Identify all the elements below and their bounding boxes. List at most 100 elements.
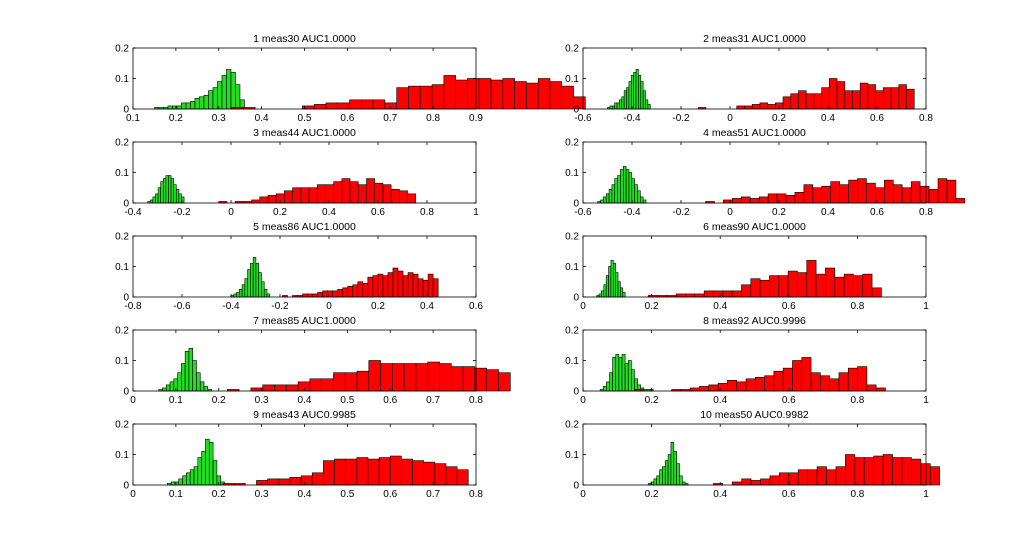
x-tick-label: 0 (326, 301, 332, 312)
red-histogram-bar (455, 79, 468, 110)
red-histogram-bar (434, 463, 447, 486)
red-histogram-bar (332, 290, 338, 298)
red-histogram-bar (356, 370, 370, 392)
green-histogram-bar (199, 96, 205, 110)
red-histogram-bar (821, 185, 831, 204)
x-tick-label: 0.2 (772, 207, 786, 218)
green-histogram-bar (614, 102, 618, 110)
green-histogram-bar (626, 87, 630, 110)
subplot-title: 8 meas92 AUC0.9996 (703, 315, 806, 327)
green-histogram-bar (212, 87, 218, 110)
red-histogram-bar (327, 290, 333, 298)
subplot-title: 2 meas31 AUC1.0000 (703, 33, 806, 45)
red-histogram-bar (816, 466, 827, 486)
red-histogram-bar (713, 290, 724, 298)
red-histogram-bar (892, 184, 903, 204)
red-histogram-bar (285, 384, 299, 392)
green-histogram-bar (630, 75, 634, 110)
x-tick-label: 0.8 (420, 207, 434, 218)
y-tick-label: 0 (573, 105, 579, 116)
green-histogram-bar (645, 99, 649, 110)
green-histogram-bar (255, 263, 259, 298)
green-histogram-bar (667, 454, 672, 486)
red-histogram-bar (892, 457, 903, 486)
green-histogram-bar (603, 284, 607, 298)
red-histogram-bar (844, 90, 853, 110)
green-histogram-bar (615, 354, 620, 392)
red-histogram-bar (749, 198, 760, 204)
red-histogram-bar (274, 384, 287, 392)
x-tick-label: 0.6 (782, 395, 796, 406)
y-tick-label: 0.2 (115, 138, 129, 149)
red-histogram-bar (717, 383, 728, 392)
red-histogram-bar (736, 381, 747, 392)
y-tick-label: 0 (123, 387, 129, 398)
red-histogram-bar (357, 281, 364, 298)
green-histogram-bar (628, 172, 633, 204)
red-histogram-bar (537, 78, 551, 110)
red-histogram-bar (415, 363, 429, 392)
red-histogram-bar (443, 75, 456, 110)
green-histogram-bar (157, 187, 161, 204)
red-histogram-bar (785, 195, 796, 204)
red-histogram-bar (758, 196, 769, 204)
red-histogram-bar (300, 187, 310, 204)
red-histogram-bar (502, 78, 515, 110)
green-histogram-bar (605, 275, 609, 298)
red-histogram-bar (427, 361, 440, 392)
green-histogram-bar (609, 372, 613, 392)
red-histogram-bar (387, 272, 394, 298)
red-histogram-bar (882, 454, 893, 486)
x-tick-label: 0 (727, 207, 733, 218)
x-tick-label: 0.8 (850, 301, 864, 312)
red-histogram-bar (316, 184, 326, 204)
x-tick-label: 0.8 (919, 113, 933, 124)
green-histogram-bar (221, 75, 227, 110)
red-histogram-bar (834, 276, 845, 298)
red-histogram-bar (372, 275, 379, 298)
x-tick-label: 0 (130, 395, 136, 406)
x-tick-label: 0 (580, 489, 586, 500)
green-histogram-bar (189, 469, 195, 486)
green-histogram-bar (258, 272, 262, 298)
red-histogram-bar (462, 366, 476, 392)
green-histogram-bar (175, 188, 180, 204)
green-histogram-bar (173, 184, 177, 204)
red-histogram-bar (911, 458, 922, 486)
red-histogram-bar (853, 275, 864, 298)
green-histogram-bar (614, 178, 618, 204)
green-histogram-bar (676, 463, 680, 486)
x-tick-label: 0.5 (340, 395, 354, 406)
x-tick-label: 0.2 (645, 395, 659, 406)
y-tick-label: 0.1 (115, 356, 129, 367)
green-histogram-bar (201, 451, 206, 486)
red-histogram-bar (432, 278, 439, 298)
green-histogram-bar (656, 475, 660, 486)
green-histogram-bar (610, 260, 614, 298)
red-histogram-bar (759, 102, 768, 110)
green-histogram-bar (608, 266, 612, 298)
red-histogram-bar (901, 457, 912, 486)
y-tick-label: 0 (573, 199, 579, 210)
red-histogram-bar (845, 454, 856, 486)
y-tick-label: 0.2 (565, 326, 579, 337)
green-histogram-bar (601, 290, 605, 298)
red-histogram-bar (402, 275, 409, 298)
x-tick-label: -0.2 (672, 113, 690, 124)
green-histogram-bar (170, 481, 176, 486)
red-histogram-bar (797, 469, 808, 486)
red-histogram-bar (826, 469, 837, 486)
x-tick-label: 1 (923, 395, 929, 406)
green-histogram-bar (659, 469, 663, 486)
red-histogram-bar (278, 478, 291, 486)
red-histogram-bar (767, 193, 778, 204)
red-histogram-bar (372, 99, 386, 110)
red-histogram-bar (349, 99, 362, 110)
red-histogram-bar (862, 273, 873, 298)
green-histogram-bar (600, 199, 604, 204)
subplot-title: 5 meas86 AUC1.0000 (253, 221, 356, 233)
green-histogram-bar (679, 475, 683, 486)
red-histogram-bar (890, 87, 900, 110)
red-histogram-bar (573, 96, 586, 110)
green-histogram-bar (637, 190, 641, 204)
